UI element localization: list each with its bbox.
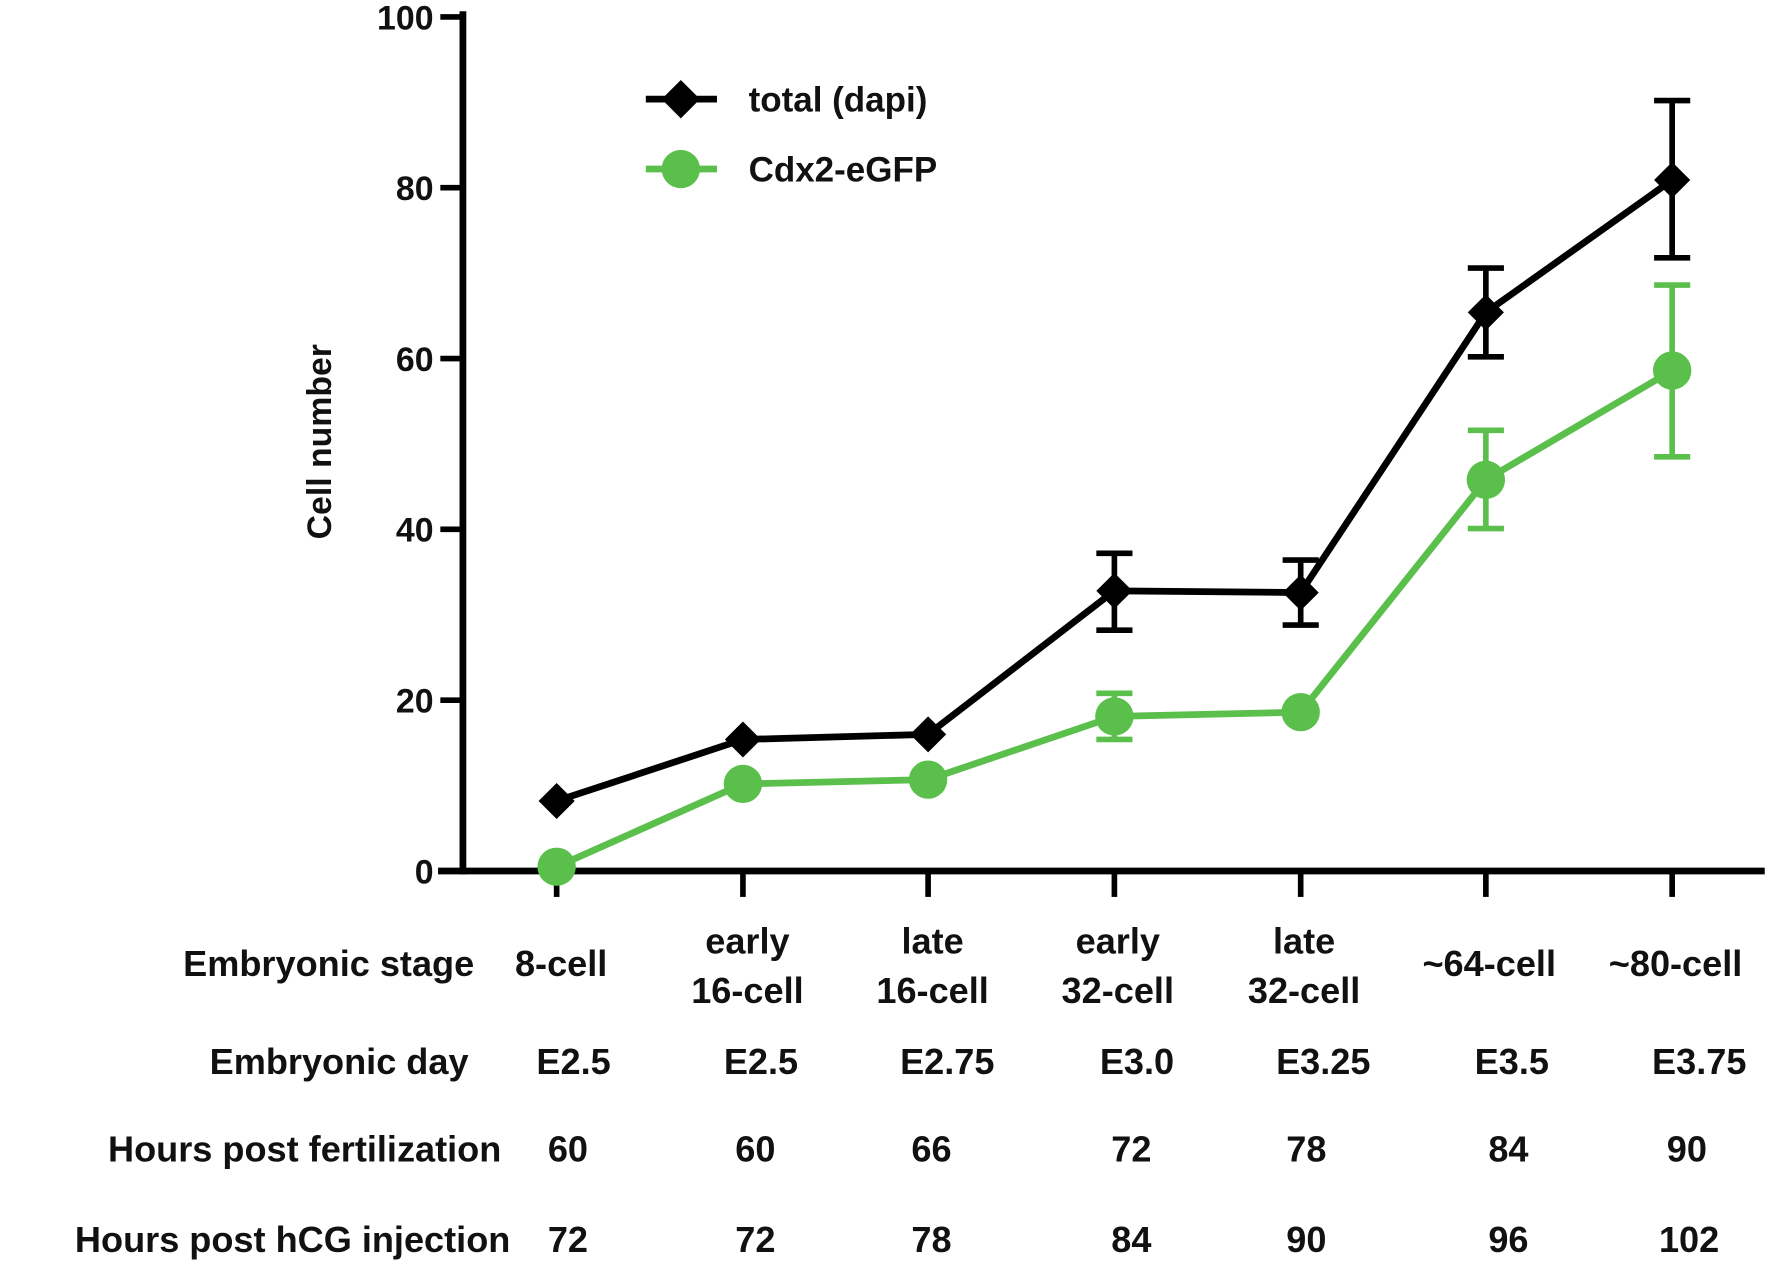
data-point-diamond xyxy=(1467,294,1504,331)
table-cell-line1: early xyxy=(705,920,789,961)
table-cell-line1: early xyxy=(1076,920,1160,961)
table-cell: E3.25 xyxy=(1276,1041,1370,1082)
table-cell: E3.75 xyxy=(1652,1041,1746,1082)
table-cell: ~80-cell xyxy=(1609,943,1743,984)
table-cell: 90 xyxy=(1667,1129,1707,1170)
table-cell: E3.5 xyxy=(1475,1041,1549,1082)
data-point-circle xyxy=(537,847,576,886)
legend-circle-marker xyxy=(661,149,701,189)
data-point-diamond xyxy=(1282,574,1319,611)
data-point-circle xyxy=(1466,460,1506,499)
table-cell: E2.5 xyxy=(724,1041,798,1082)
data-point-diamond xyxy=(1096,572,1133,609)
table-cell: E2.75 xyxy=(900,1041,994,1082)
legend-diamond-marker xyxy=(661,80,701,119)
table-cell: 96 xyxy=(1488,1219,1528,1260)
table-row-label: Hours post fertilization xyxy=(108,1129,501,1170)
y-axis-label: Cell number xyxy=(301,344,339,539)
data-point-diamond xyxy=(1654,162,1691,199)
table-row-label: Hours post hCG injection xyxy=(75,1219,510,1260)
data-point-circle xyxy=(723,764,763,804)
legend-label: Cdx2-eGFP xyxy=(749,150,938,189)
data-point-circle xyxy=(1095,697,1134,736)
y-tick-label: 0 xyxy=(415,853,434,891)
table-row-label: Embryonic stage xyxy=(183,943,474,984)
table-cell: 72 xyxy=(735,1219,775,1260)
table-cell-line2: 16-cell xyxy=(876,970,988,1011)
data-point-circle xyxy=(1652,351,1692,390)
table-cell: E3.0 xyxy=(1100,1041,1174,1082)
table-cell: E2.5 xyxy=(536,1041,610,1082)
table-cell: 60 xyxy=(735,1129,775,1170)
data-point-circle xyxy=(908,760,948,799)
data-point-diamond xyxy=(910,716,947,753)
table-cell: 78 xyxy=(911,1219,951,1260)
table-cell: 66 xyxy=(911,1129,951,1170)
data-point-circle xyxy=(1281,692,1320,732)
y-tick-label: 20 xyxy=(396,683,434,721)
table-cell: 84 xyxy=(1111,1219,1151,1260)
y-tick-label: 80 xyxy=(396,170,434,208)
y-tick-label: 40 xyxy=(396,512,434,550)
table-cell-line1: late xyxy=(901,920,963,961)
y-tick-label: 100 xyxy=(377,0,434,37)
table-cell-line2: 32-cell xyxy=(1062,970,1174,1011)
table-cell-line1: late xyxy=(1273,920,1335,961)
table-cell: 72 xyxy=(1111,1129,1151,1170)
table-cell: 8-cell xyxy=(515,943,607,984)
data-point-diamond xyxy=(538,782,575,819)
table-cell: 84 xyxy=(1488,1129,1528,1170)
table-row-label: Embryonic day xyxy=(210,1041,469,1082)
data-point-diamond xyxy=(724,721,761,758)
table-cell-line2: 16-cell xyxy=(691,970,803,1011)
table-cell: 60 xyxy=(548,1129,588,1170)
legend-label: total (dapi) xyxy=(749,81,928,120)
table-cell: ~64-cell xyxy=(1422,943,1556,984)
y-tick-label: 60 xyxy=(396,341,434,379)
table-cell: 72 xyxy=(548,1219,588,1260)
table-cell: 90 xyxy=(1286,1219,1326,1260)
table-cell: 102 xyxy=(1659,1219,1719,1260)
table-cell: 78 xyxy=(1286,1129,1326,1170)
table-cell-line2: 32-cell xyxy=(1248,970,1360,1011)
